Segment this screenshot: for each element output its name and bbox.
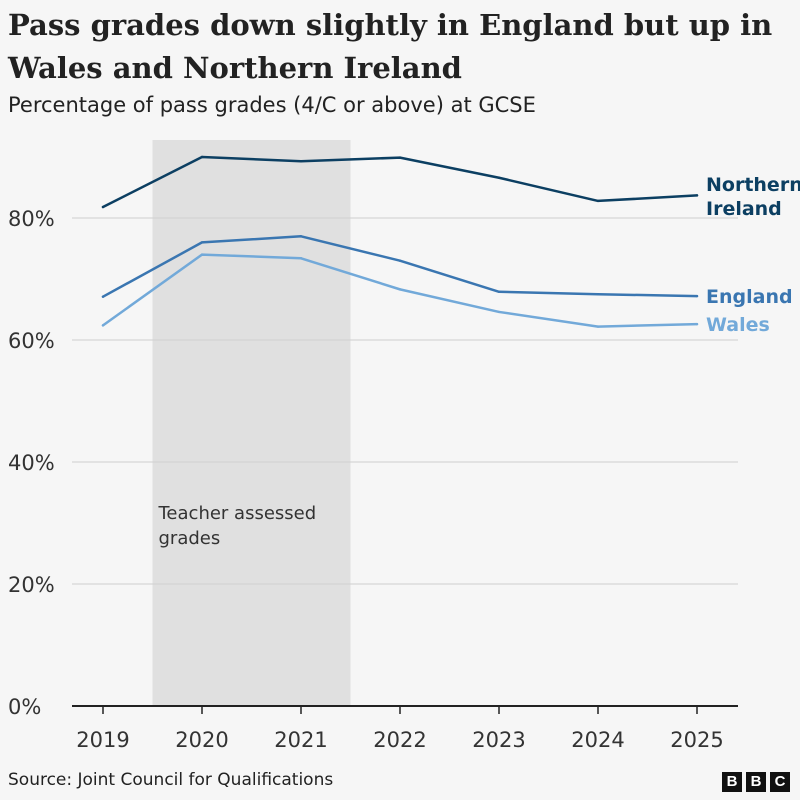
x-tick-label: 2025 [670, 728, 723, 752]
y-tick-label: 20% [8, 573, 55, 597]
data-point [398, 288, 402, 291]
shaded-region-label: Teacher assessed [158, 503, 317, 524]
y-tick-label: 60% [8, 329, 55, 353]
data-point [695, 322, 699, 326]
source-note: Source: Joint Council for Qualifications [8, 770, 334, 790]
data-point [596, 325, 600, 328]
bbc-logo-letter: B [722, 772, 742, 792]
shaded-region [152, 140, 351, 706]
data-point [497, 290, 501, 294]
data-point [695, 194, 699, 197]
bbc-logo-letter: C [770, 772, 790, 792]
data-point [695, 294, 699, 298]
data-point [398, 259, 402, 262]
data-point [101, 324, 105, 327]
data-point [200, 253, 204, 256]
data-point [101, 295, 105, 298]
shaded-region-label: grades [159, 528, 221, 549]
series-label: Ireland [706, 198, 782, 220]
x-tick-label: 2024 [571, 728, 624, 752]
series-label: Wales [706, 314, 770, 336]
x-tick-label: 2021 [274, 728, 327, 752]
data-point [101, 205, 105, 209]
y-tick-label: 40% [8, 451, 55, 475]
y-tick-label: 0% [8, 695, 41, 719]
data-point [299, 160, 303, 163]
data-point [497, 310, 501, 314]
chart-subtitle: Percentage of pass grades (4/C or above)… [8, 93, 536, 117]
data-point [398, 156, 402, 159]
x-tick-label: 2020 [175, 728, 228, 752]
chart-title: Pass grades down slightly in England but… [8, 8, 773, 85]
data-point [200, 155, 204, 159]
x-tick-label: 2023 [472, 728, 525, 752]
data-point [299, 257, 303, 260]
series-label: England [706, 286, 793, 308]
data-point [200, 241, 204, 244]
y-tick-label: 80% [8, 207, 55, 231]
x-tick-label: 2019 [76, 728, 129, 752]
data-point [596, 199, 600, 203]
series-label: Northern [706, 174, 800, 196]
bbc-logo: B B C [722, 772, 790, 792]
bbc-logo-letter: B [746, 772, 766, 792]
data-point [299, 235, 303, 238]
data-point [497, 176, 501, 179]
x-tick-label: 2022 [373, 728, 426, 752]
data-point [596, 293, 600, 296]
